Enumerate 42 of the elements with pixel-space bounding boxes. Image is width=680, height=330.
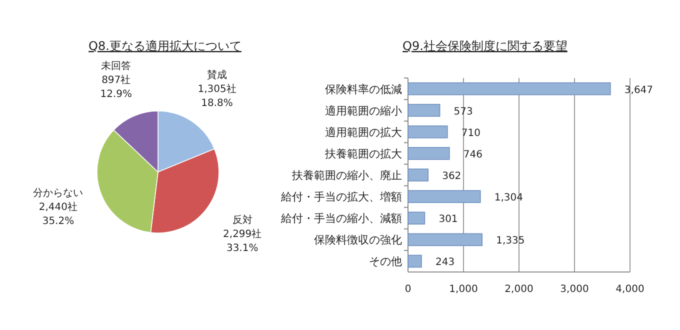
y-tick-label: 適用範囲の拡大 — [325, 126, 402, 139]
slice-label: 分からない — [33, 187, 84, 200]
bar — [408, 82, 611, 96]
data-label: 897社 12.9% — [100, 74, 132, 100]
bar — [408, 233, 482, 246]
slice-label: 未回答 — [101, 60, 132, 72]
bar — [408, 125, 448, 138]
data-label: 1,305社 18.8% — [198, 83, 236, 110]
bar — [408, 254, 422, 268]
y-tick-label: 給付・手当の縮小、減額 — [280, 212, 402, 226]
data-label: 2,440社 35.2% — [38, 201, 78, 228]
slice-label: 賛成 — [207, 69, 228, 82]
y-tick-label: 保険料徴収の強化 — [314, 234, 402, 247]
y-tick-label: 保険料率の低減 — [325, 82, 402, 96]
x-tick-label: 2,000 — [504, 284, 534, 295]
x-tick-label: 4,000 — [616, 284, 644, 295]
bar — [408, 168, 428, 182]
y-tick-label: その他 — [369, 255, 402, 268]
data-label: 243 — [435, 257, 455, 268]
x-tick-label: 1,000 — [449, 284, 478, 295]
slice-label: 反対 — [232, 214, 252, 226]
data-label: 1,335 — [496, 236, 525, 247]
bar — [408, 104, 440, 117]
bar — [408, 147, 450, 160]
bar — [408, 190, 481, 203]
data-label: 3,647 — [624, 84, 654, 96]
chart-title: Q8.更なる適用拡大について — [88, 39, 242, 53]
y-tick-label: 扶養範囲の拡大 — [324, 147, 402, 160]
data-label: 710 — [461, 128, 480, 139]
x-tick-label: 3,000 — [560, 284, 589, 295]
data-label: 301 — [438, 214, 458, 226]
bar — [408, 212, 426, 225]
data-label: 573 — [454, 106, 473, 118]
data-label: 1,304 — [494, 192, 524, 204]
y-tick-label: 給付・手当の拡大、増額 — [280, 190, 402, 204]
data-label: 362 — [442, 171, 462, 182]
data-label: 746 — [463, 149, 482, 160]
y-tick-label: 適用範囲の縮小 — [325, 104, 402, 118]
chart-title: Q9.社会保険制度に関する要望 — [402, 39, 568, 53]
x-tick-label: 0 — [404, 284, 412, 295]
y-tick-label: 扶養範囲の縮小、廃止 — [291, 169, 402, 182]
data-label: 2,299社 33.1% — [223, 228, 262, 254]
